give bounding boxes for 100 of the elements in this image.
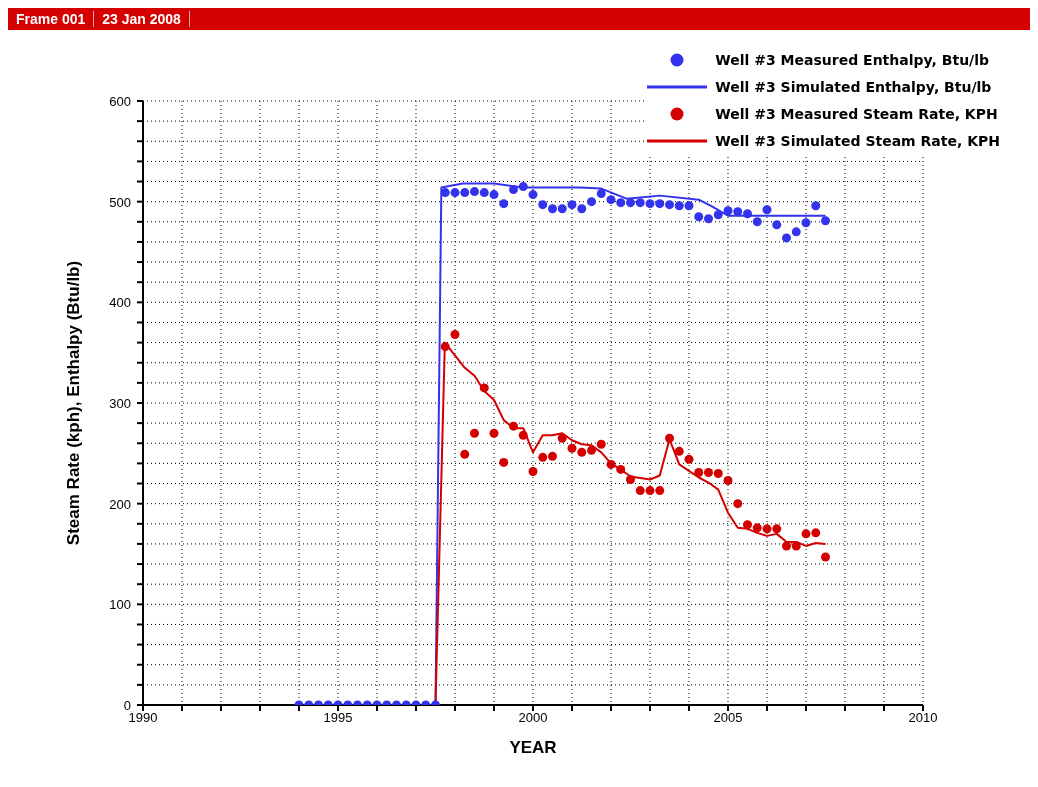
x-tick-label: 2005 (713, 710, 743, 726)
point (577, 204, 587, 214)
point (791, 541, 801, 551)
point (626, 198, 635, 208)
point (518, 430, 528, 440)
point (635, 486, 645, 496)
point (772, 220, 782, 230)
point (450, 188, 460, 198)
point (470, 187, 479, 197)
point (733, 207, 743, 217)
point (782, 233, 791, 243)
y-tick-label: 200 (109, 496, 131, 512)
point (811, 201, 821, 211)
point (596, 189, 606, 199)
x-tick-label: 1995 (323, 710, 353, 726)
point (704, 467, 713, 477)
point (499, 199, 509, 209)
point (655, 199, 665, 209)
point (616, 198, 626, 208)
point (577, 447, 587, 457)
point (450, 330, 460, 340)
point (694, 212, 704, 222)
point (713, 468, 723, 478)
y-tick-label: 100 (109, 597, 131, 613)
point (460, 449, 470, 459)
point (723, 206, 733, 216)
point (538, 452, 548, 462)
point (694, 467, 704, 477)
point (782, 541, 791, 551)
point (723, 476, 733, 486)
point (684, 201, 694, 211)
x-tick-label: 2010 (908, 710, 938, 726)
point (674, 201, 684, 211)
point (645, 486, 655, 496)
point (557, 433, 567, 443)
point (665, 433, 674, 443)
point (528, 466, 538, 476)
point (596, 439, 606, 449)
point (772, 524, 782, 534)
point (713, 210, 723, 220)
point (489, 428, 499, 438)
point (567, 200, 577, 210)
point (821, 552, 830, 562)
point (733, 499, 743, 509)
legend-label: Well #3 Simulated Steam Rate, KPH (715, 132, 1000, 149)
y-tick-label: 0 (123, 698, 131, 713)
point (499, 457, 509, 467)
point (684, 454, 694, 464)
point (743, 209, 752, 219)
point (801, 529, 811, 539)
point (440, 188, 450, 198)
point (606, 459, 616, 469)
point (479, 383, 489, 393)
point (801, 218, 811, 228)
point (538, 200, 548, 210)
point (626, 475, 635, 485)
point (440, 342, 450, 352)
x-tick-label: 1990 (128, 710, 158, 726)
point (548, 204, 557, 214)
legend-label: Well #3 Measured Steam Rate, KPH (715, 105, 998, 122)
chart-title: Frame 001 (8, 11, 95, 27)
point (548, 451, 557, 461)
y-axis-title: Steam Rate (kph), Enthalpy (Btu/lb) (64, 260, 84, 546)
point (587, 445, 596, 455)
point (791, 227, 801, 237)
point (509, 421, 518, 431)
point (528, 190, 538, 200)
y-tick-label: 600 (109, 94, 131, 109)
point (674, 446, 684, 456)
point (587, 197, 596, 207)
point (821, 216, 830, 226)
point (518, 182, 528, 192)
point (489, 190, 499, 200)
point (752, 523, 762, 533)
legend-label: Well #3 Measured Enthalpy, Btu/lb (715, 51, 990, 68)
point (606, 195, 616, 205)
x-tick-label: 2000 (518, 710, 548, 726)
point (616, 464, 626, 474)
point (811, 528, 821, 538)
legend-label: Well #3 Simulated Enthalpy, Btu/lb (715, 78, 992, 95)
point (557, 204, 567, 214)
point (655, 486, 665, 496)
point (743, 520, 752, 530)
y-tick-label: 300 (109, 396, 131, 411)
point (479, 188, 489, 198)
point (704, 214, 713, 224)
x-axis-title: YEAR (509, 738, 557, 757)
y-tick-label: 400 (109, 295, 131, 311)
y-tick-label: 500 (109, 194, 131, 210)
point (665, 200, 674, 210)
point (635, 198, 645, 208)
point (470, 428, 479, 438)
point (762, 205, 772, 215)
point (645, 199, 655, 209)
point (509, 185, 518, 195)
point (762, 524, 772, 534)
point (752, 217, 762, 227)
chart-subtitle: 23 Jan 2008 (94, 11, 190, 27)
point (567, 443, 577, 453)
point (460, 188, 470, 198)
